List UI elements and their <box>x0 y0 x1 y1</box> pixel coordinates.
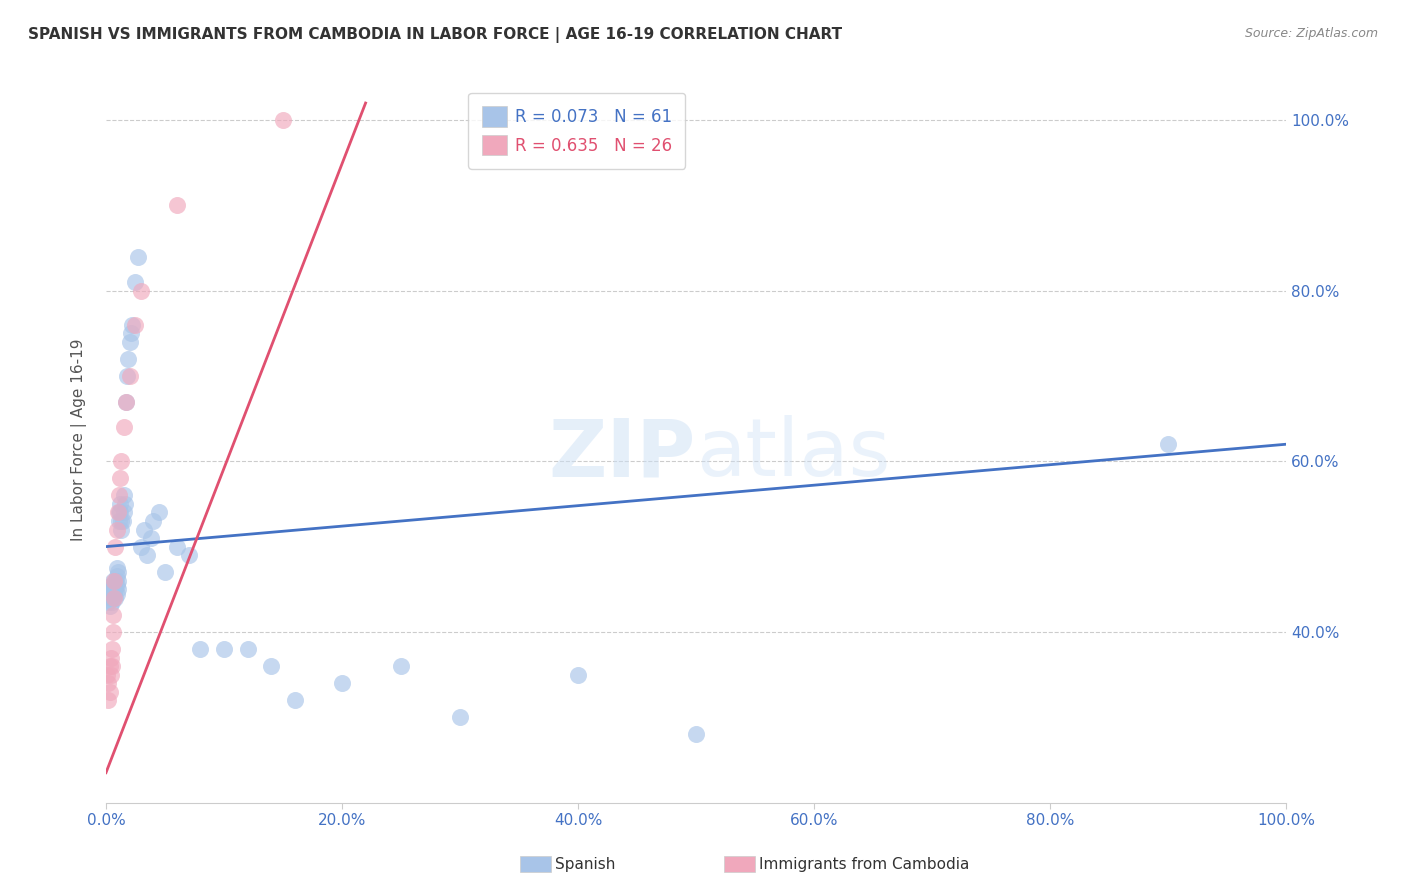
Point <box>97 676 120 690</box>
Point <box>260 659 283 673</box>
Point <box>105 523 128 537</box>
Text: atlas: atlas <box>696 416 890 493</box>
Point <box>115 394 138 409</box>
Point <box>100 650 122 665</box>
Point <box>115 394 138 409</box>
Point <box>107 565 129 579</box>
Point <box>139 531 162 545</box>
Point <box>166 198 188 212</box>
Point <box>153 565 176 579</box>
Point <box>110 454 132 468</box>
Point <box>107 574 129 588</box>
Point <box>101 607 124 622</box>
Point <box>98 586 121 600</box>
Point <box>100 591 122 605</box>
Point <box>118 334 141 349</box>
Point <box>449 710 471 724</box>
Point <box>104 574 127 588</box>
Point <box>330 676 353 690</box>
Point <box>105 586 128 600</box>
Point <box>131 540 153 554</box>
Point <box>136 548 159 562</box>
Text: Immigrants from Cambodia: Immigrants from Cambodia <box>759 857 970 871</box>
Point <box>132 523 155 537</box>
Point <box>567 667 589 681</box>
Point <box>108 506 131 520</box>
Point <box>117 351 139 366</box>
Point <box>101 578 124 592</box>
Point <box>110 514 132 528</box>
Point <box>96 667 118 681</box>
Text: ZIP: ZIP <box>548 416 696 493</box>
Point <box>104 540 127 554</box>
Point <box>389 659 412 673</box>
Point <box>142 514 165 528</box>
Point <box>112 506 135 520</box>
Point <box>108 514 131 528</box>
Point <box>127 250 149 264</box>
Point <box>112 420 135 434</box>
Point <box>108 506 131 520</box>
Text: Source: ZipAtlas.com: Source: ZipAtlas.com <box>1244 27 1378 40</box>
Point <box>114 497 136 511</box>
Point <box>115 369 138 384</box>
Y-axis label: In Labor Force | Age 16-19: In Labor Force | Age 16-19 <box>72 339 87 541</box>
Point <box>104 582 127 597</box>
Point <box>98 599 121 614</box>
Point <box>101 659 124 673</box>
Point <box>131 284 153 298</box>
Point <box>103 578 125 592</box>
Point <box>97 693 120 707</box>
Point <box>120 326 142 341</box>
Point <box>111 514 134 528</box>
Point <box>100 582 122 597</box>
Point <box>107 582 129 597</box>
Point <box>105 578 128 592</box>
Point <box>236 642 259 657</box>
Point <box>108 497 131 511</box>
Point <box>101 586 124 600</box>
Point <box>112 488 135 502</box>
Point <box>101 574 124 588</box>
Point <box>284 693 307 707</box>
Point <box>97 595 120 609</box>
Point <box>190 642 212 657</box>
Point <box>104 591 127 605</box>
Point <box>108 471 131 485</box>
Point <box>124 275 146 289</box>
Point <box>98 684 121 698</box>
Point <box>98 659 121 673</box>
Point <box>101 642 124 657</box>
Point <box>177 548 200 562</box>
Point <box>105 569 128 583</box>
Point <box>166 540 188 554</box>
Point <box>101 595 124 609</box>
Text: SPANISH VS IMMIGRANTS FROM CAMBODIA IN LABOR FORCE | AGE 16-19 CORRELATION CHART: SPANISH VS IMMIGRANTS FROM CAMBODIA IN L… <box>28 27 842 43</box>
Point <box>121 318 143 332</box>
Legend: R = 0.073   N = 61, R = 0.635   N = 26: R = 0.073 N = 61, R = 0.635 N = 26 <box>468 93 686 169</box>
Point <box>110 523 132 537</box>
Point <box>108 488 131 502</box>
Point <box>118 369 141 384</box>
Point <box>271 113 294 128</box>
Point <box>105 561 128 575</box>
Point <box>124 318 146 332</box>
Point <box>103 586 125 600</box>
Point <box>101 582 124 597</box>
Point <box>103 591 125 605</box>
Point <box>148 506 170 520</box>
Text: Spanish: Spanish <box>555 857 616 871</box>
Point <box>103 574 125 588</box>
Point <box>107 506 129 520</box>
Point <box>101 624 124 639</box>
Point <box>101 591 124 605</box>
Point <box>1157 437 1180 451</box>
Point <box>685 727 707 741</box>
Point <box>212 642 235 657</box>
Point <box>100 667 122 681</box>
